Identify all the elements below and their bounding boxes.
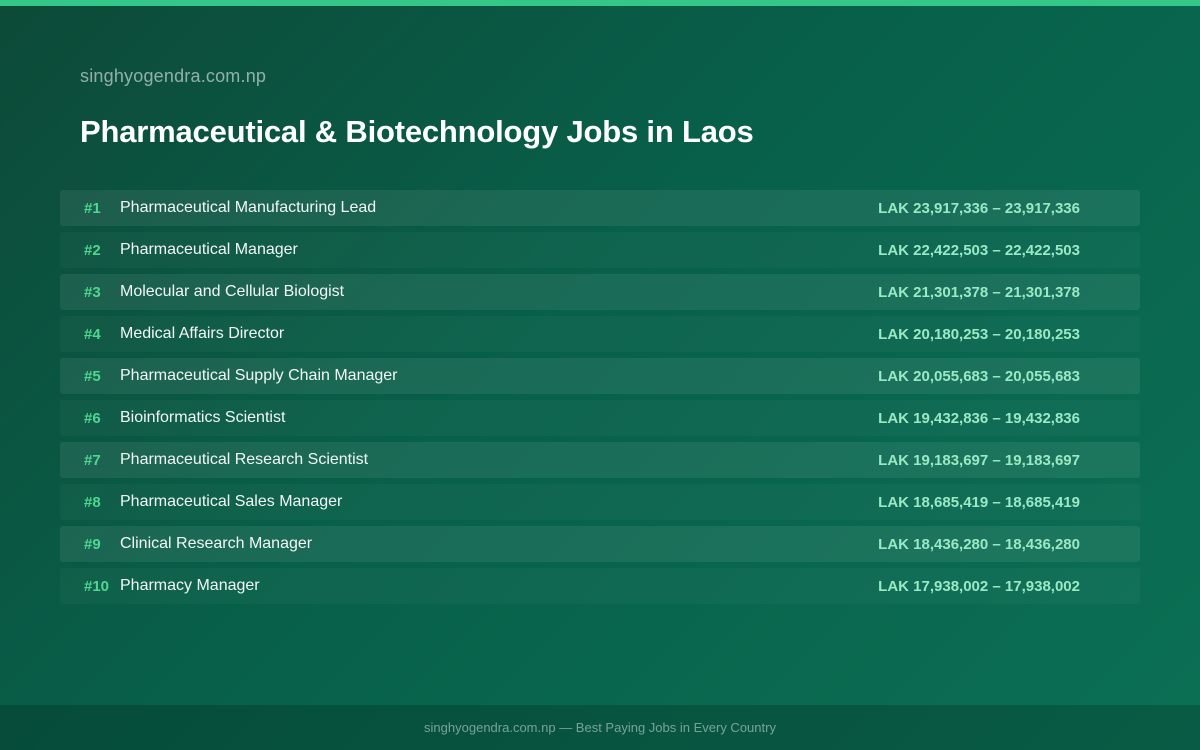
site-label: singhyogendra.com.np (80, 66, 267, 86)
job-rank: #3 (84, 283, 101, 301)
job-title: Pharmaceutical Supply Chain Manager (120, 367, 398, 384)
job-title: Pharmacy Manager (120, 577, 260, 594)
job-title: Pharmaceutical Manufacturing Lead (120, 199, 377, 216)
job-row-3: #3 Molecular and Cellular Biologist LAK … (60, 274, 1140, 310)
job-rank: #1 (84, 199, 101, 217)
job-title: Bioinformatics Scientist (120, 409, 286, 426)
job-rank: #7 (84, 451, 101, 469)
job-title: Pharmaceutical Manager (120, 241, 298, 258)
job-salary: LAK 18,436,280 – 18,436,280 (878, 535, 1080, 553)
job-row-10: #10 Pharmacy Manager LAK 17,938,002 – 17… (60, 568, 1140, 604)
job-row-9: #9 Clinical Research Manager LAK 18,436,… (60, 526, 1140, 562)
job-salary: LAK 18,685,419 – 18,685,419 (878, 493, 1080, 511)
job-rank: #8 (84, 493, 101, 511)
job-salary: LAK 20,055,683 – 20,055,683 (878, 367, 1080, 385)
job-rank: #2 (84, 241, 101, 259)
job-list: #1 Pharmaceutical Manufacturing Lead LAK… (60, 190, 1140, 610)
job-salary: LAK 19,183,697 – 19,183,697 (878, 451, 1080, 469)
job-title: Clinical Research Manager (120, 535, 313, 552)
job-row-1: #1 Pharmaceutical Manufacturing Lead LAK… (60, 190, 1140, 226)
page-title: Pharmaceutical & Biotechnology Jobs in L… (80, 114, 754, 149)
footer-text: singhyogendra.com.np — Best Paying Jobs … (424, 720, 776, 735)
job-rank: #6 (84, 409, 101, 427)
job-salary: LAK 23,917,336 – 23,917,336 (878, 199, 1080, 217)
job-rank: #10 (84, 577, 110, 595)
job-title: Pharmaceutical Sales Manager (120, 493, 343, 510)
job-rank: #5 (84, 367, 101, 385)
job-salary: LAK 17,938,002 – 17,938,002 (878, 577, 1080, 595)
job-row-8: #8 Pharmaceutical Sales Manager LAK 18,6… (60, 484, 1140, 520)
job-title: Pharmaceutical Research Scientist (120, 451, 369, 468)
job-rank: #4 (84, 325, 101, 343)
top-accent-bar (0, 0, 1200, 6)
job-salary: LAK 20,180,253 – 20,180,253 (878, 325, 1080, 343)
job-salary: LAK 22,422,503 – 22,422,503 (878, 241, 1080, 259)
job-salary: LAK 21,301,378 – 21,301,378 (878, 283, 1080, 301)
job-row-2: #2 Pharmaceutical Manager LAK 22,422,503… (60, 232, 1140, 268)
footer: singhyogendra.com.np — Best Paying Jobs … (0, 705, 1200, 750)
job-row-5: #5 Pharmaceutical Supply Chain Manager L… (60, 358, 1140, 394)
job-row-7: #7 Pharmaceutical Research Scientist LAK… (60, 442, 1140, 478)
job-row-6: #6 Bioinformatics Scientist LAK 19,432,8… (60, 400, 1140, 436)
job-rank: #9 (84, 535, 101, 553)
job-title: Medical Affairs Director (120, 325, 285, 342)
job-salary: LAK 19,432,836 – 19,432,836 (878, 409, 1080, 427)
job-title: Molecular and Cellular Biologist (120, 283, 345, 300)
job-row-4: #4 Medical Affairs Director LAK 20,180,2… (60, 316, 1140, 352)
